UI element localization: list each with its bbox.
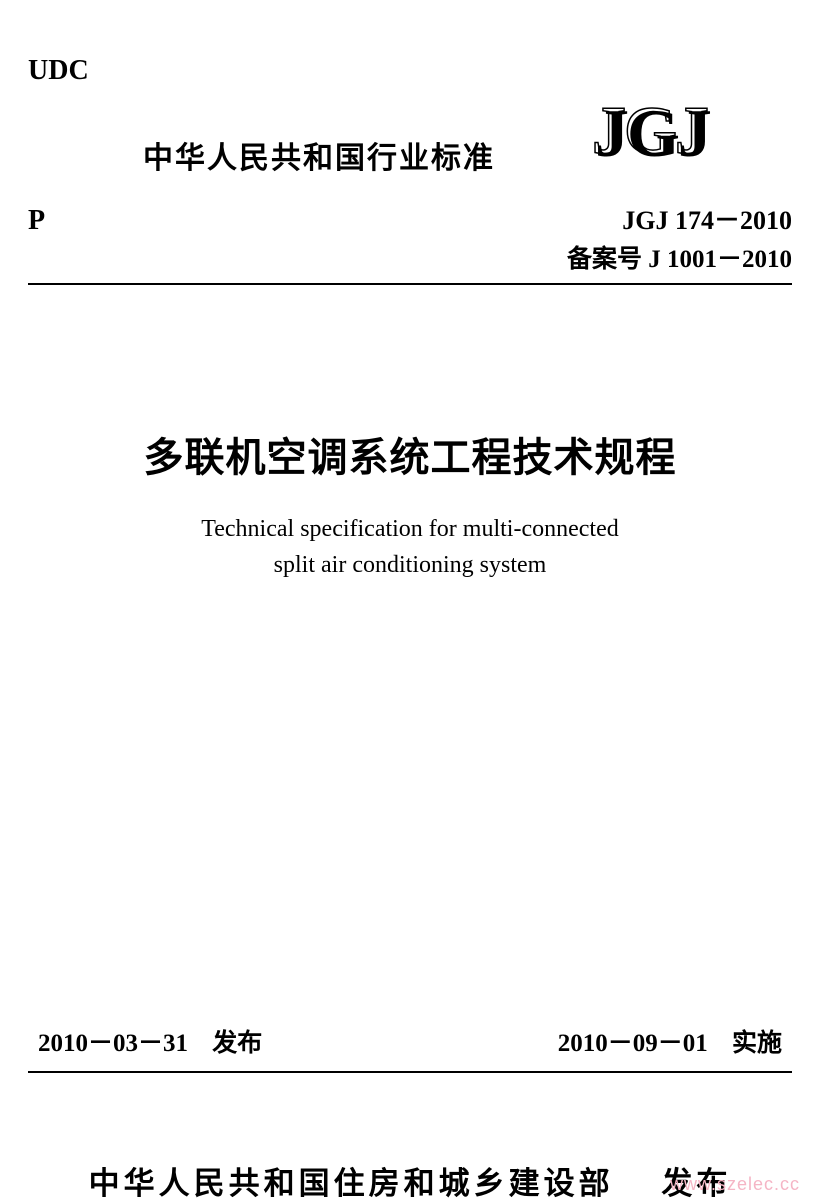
title-chinese: 多联机空调系统工程技术规程 [28,425,792,483]
jgj-logo: JGJ JGJ [592,95,792,182]
standard-code: JGJ 174－2010 [45,200,792,237]
top-divider [28,283,792,285]
issue-date-item: 2010－03－31 发布 [38,1023,262,1059]
bottom-divider [28,1071,792,1073]
title-english: Technical specification for multi-connec… [28,511,792,583]
filing-code: 备案号 J 1001－2010 [45,239,792,275]
filing-number: J 1001－2010 [648,246,792,273]
publisher-name: 中华人民共和国住房和城乡建设部 [89,1166,614,1201]
filing-label: 备案号 [567,246,642,273]
effective-label: 实施 [732,1030,782,1057]
p-label: P [28,205,45,237]
udc-label: UDC [28,55,89,87]
logo-text: JGJ [595,95,711,167]
effective-date: 2010－09－01 [558,1030,708,1057]
main-title-section: 多联机空调系统工程技术规程 Technical specification fo… [28,425,792,583]
effective-date-item: 2010－09－01 实施 [558,1023,782,1059]
issue-label: 发布 [212,1030,262,1057]
code-text-wrap: JGJ 174－2010 备案号 J 1001－2010 [45,200,792,275]
standard-type-label: 中华人民共和国行业标准 [143,133,495,182]
code-row: P JGJ 174－2010 备案号 J 1001－2010 [28,200,792,275]
issue-date: 2010－03－31 [38,1030,188,1057]
code-section: P JGJ 174－2010 备案号 J 1001－2010 [28,200,792,275]
title-en-line2: split air conditioning system [28,547,792,583]
dates-section: 2010－03－31 发布 2010－09－01 实施 [28,1023,792,1059]
header-row: 中华人民共和国行业标准 JGJ JGJ [28,95,792,182]
watermark: www.szelec.cc [670,1174,800,1195]
title-en-line1: Technical specification for multi-connec… [28,511,792,547]
